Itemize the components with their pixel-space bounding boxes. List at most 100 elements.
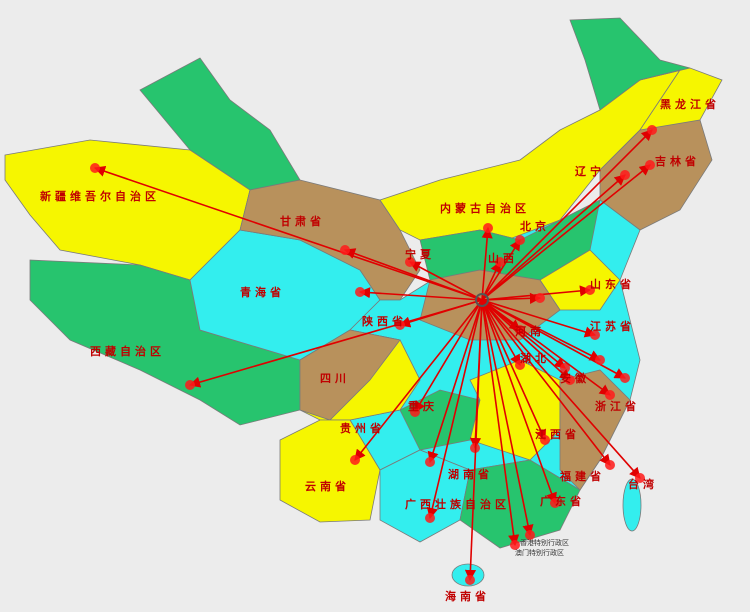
arrow bbox=[481, 299, 597, 338]
region-label: 新疆维吾尔自治区 bbox=[40, 189, 160, 203]
city-dot bbox=[340, 245, 350, 255]
region-label: 吉林省 bbox=[655, 154, 700, 168]
city-dot bbox=[525, 530, 535, 540]
city-dot bbox=[465, 575, 475, 585]
city-dot bbox=[550, 498, 560, 508]
city-dot bbox=[565, 375, 575, 385]
city-dot bbox=[90, 163, 100, 173]
city-dot bbox=[647, 125, 657, 135]
city-dot bbox=[350, 455, 360, 465]
region bbox=[279, 419, 381, 523]
region-label: 江苏省 bbox=[590, 319, 635, 333]
region-label: 四川 bbox=[320, 372, 350, 385]
city-dot bbox=[635, 473, 645, 483]
region-label: 福建省 bbox=[559, 469, 605, 483]
region bbox=[459, 459, 581, 549]
city-dot bbox=[605, 460, 615, 470]
region-label: 辽宁 bbox=[575, 164, 605, 178]
arrow bbox=[358, 287, 483, 301]
region-label: 西藏自治区 bbox=[90, 344, 165, 358]
city-dot bbox=[595, 355, 605, 365]
arrow bbox=[481, 260, 501, 301]
arrow bbox=[481, 164, 651, 301]
region-label: 云南省 bbox=[305, 479, 350, 493]
region-label: 宁夏 bbox=[405, 247, 435, 261]
arrow bbox=[93, 165, 483, 301]
arrow bbox=[481, 299, 601, 361]
city-dot bbox=[540, 435, 550, 445]
arrow bbox=[409, 261, 483, 301]
city-dot bbox=[405, 257, 415, 267]
arrow bbox=[481, 174, 626, 301]
arrow bbox=[481, 299, 520, 547]
region-label: 甘肃省 bbox=[280, 214, 325, 228]
city-dot bbox=[425, 457, 435, 467]
arrow bbox=[481, 299, 611, 466]
region bbox=[559, 369, 631, 491]
region bbox=[622, 478, 642, 532]
region bbox=[299, 329, 401, 421]
region bbox=[599, 119, 713, 231]
city-dot bbox=[515, 235, 525, 245]
city-dot bbox=[355, 287, 365, 297]
city-dot bbox=[585, 285, 595, 295]
region-label: 香港特别行政区 bbox=[520, 538, 569, 547]
arrow bbox=[427, 299, 483, 464]
region-label: 青海省 bbox=[240, 285, 285, 299]
arrow bbox=[481, 129, 653, 301]
arrow bbox=[481, 299, 546, 442]
region-label: 内蒙古自治区 bbox=[440, 201, 530, 215]
arrow bbox=[481, 226, 493, 301]
city-dot bbox=[425, 513, 435, 523]
city-dot bbox=[620, 373, 630, 383]
region-label: 广东省 bbox=[540, 494, 585, 508]
region-label: 广西壮族自治区 bbox=[405, 497, 510, 511]
region bbox=[29, 259, 301, 426]
region-label: 河南 bbox=[515, 324, 545, 338]
arrow bbox=[481, 299, 534, 537]
region-label: 浙江省 bbox=[595, 399, 640, 413]
region-label: 陕西省 bbox=[362, 314, 407, 328]
arrows bbox=[90, 125, 657, 585]
city-dot bbox=[590, 330, 600, 340]
city-dot bbox=[645, 160, 655, 170]
arrow bbox=[481, 299, 566, 369]
arrow bbox=[354, 299, 483, 461]
arrow bbox=[343, 248, 483, 301]
arrow bbox=[481, 299, 521, 366]
arrow bbox=[481, 292, 542, 304]
city-dot bbox=[185, 380, 195, 390]
arrow bbox=[481, 299, 641, 479]
region-label: 湖南省 bbox=[448, 467, 493, 481]
provinces bbox=[4, 17, 723, 587]
arrow bbox=[464, 299, 483, 582]
region-label: 山西 bbox=[488, 251, 518, 265]
arrow bbox=[481, 299, 557, 505]
region-label: 北京 bbox=[520, 219, 550, 233]
city-dot bbox=[515, 360, 525, 370]
region-label: 江西省 bbox=[535, 427, 580, 441]
arrow bbox=[426, 299, 483, 520]
region-label: 澳门特别行政区 bbox=[515, 548, 564, 557]
city-dot bbox=[535, 293, 545, 303]
arrow bbox=[481, 239, 521, 301]
region-label: 湖北 bbox=[520, 351, 550, 365]
city-dot bbox=[395, 320, 405, 330]
arrow bbox=[481, 299, 571, 381]
city-dot bbox=[510, 540, 520, 550]
region-label: 台湾 bbox=[628, 477, 658, 491]
region-label: 安徽 bbox=[560, 371, 590, 385]
region-label: 重庆 bbox=[408, 399, 438, 413]
region-label: 黑龙江省 bbox=[660, 97, 720, 111]
city-dot bbox=[605, 390, 615, 400]
city-dot bbox=[495, 257, 505, 267]
arrow bbox=[414, 299, 483, 413]
region-label: 海南省 bbox=[445, 589, 490, 603]
arrow bbox=[398, 299, 483, 328]
region-label: 山东省 bbox=[590, 277, 635, 291]
city-dot bbox=[410, 407, 420, 417]
city-dot bbox=[483, 223, 493, 233]
center-marker bbox=[475, 293, 489, 307]
